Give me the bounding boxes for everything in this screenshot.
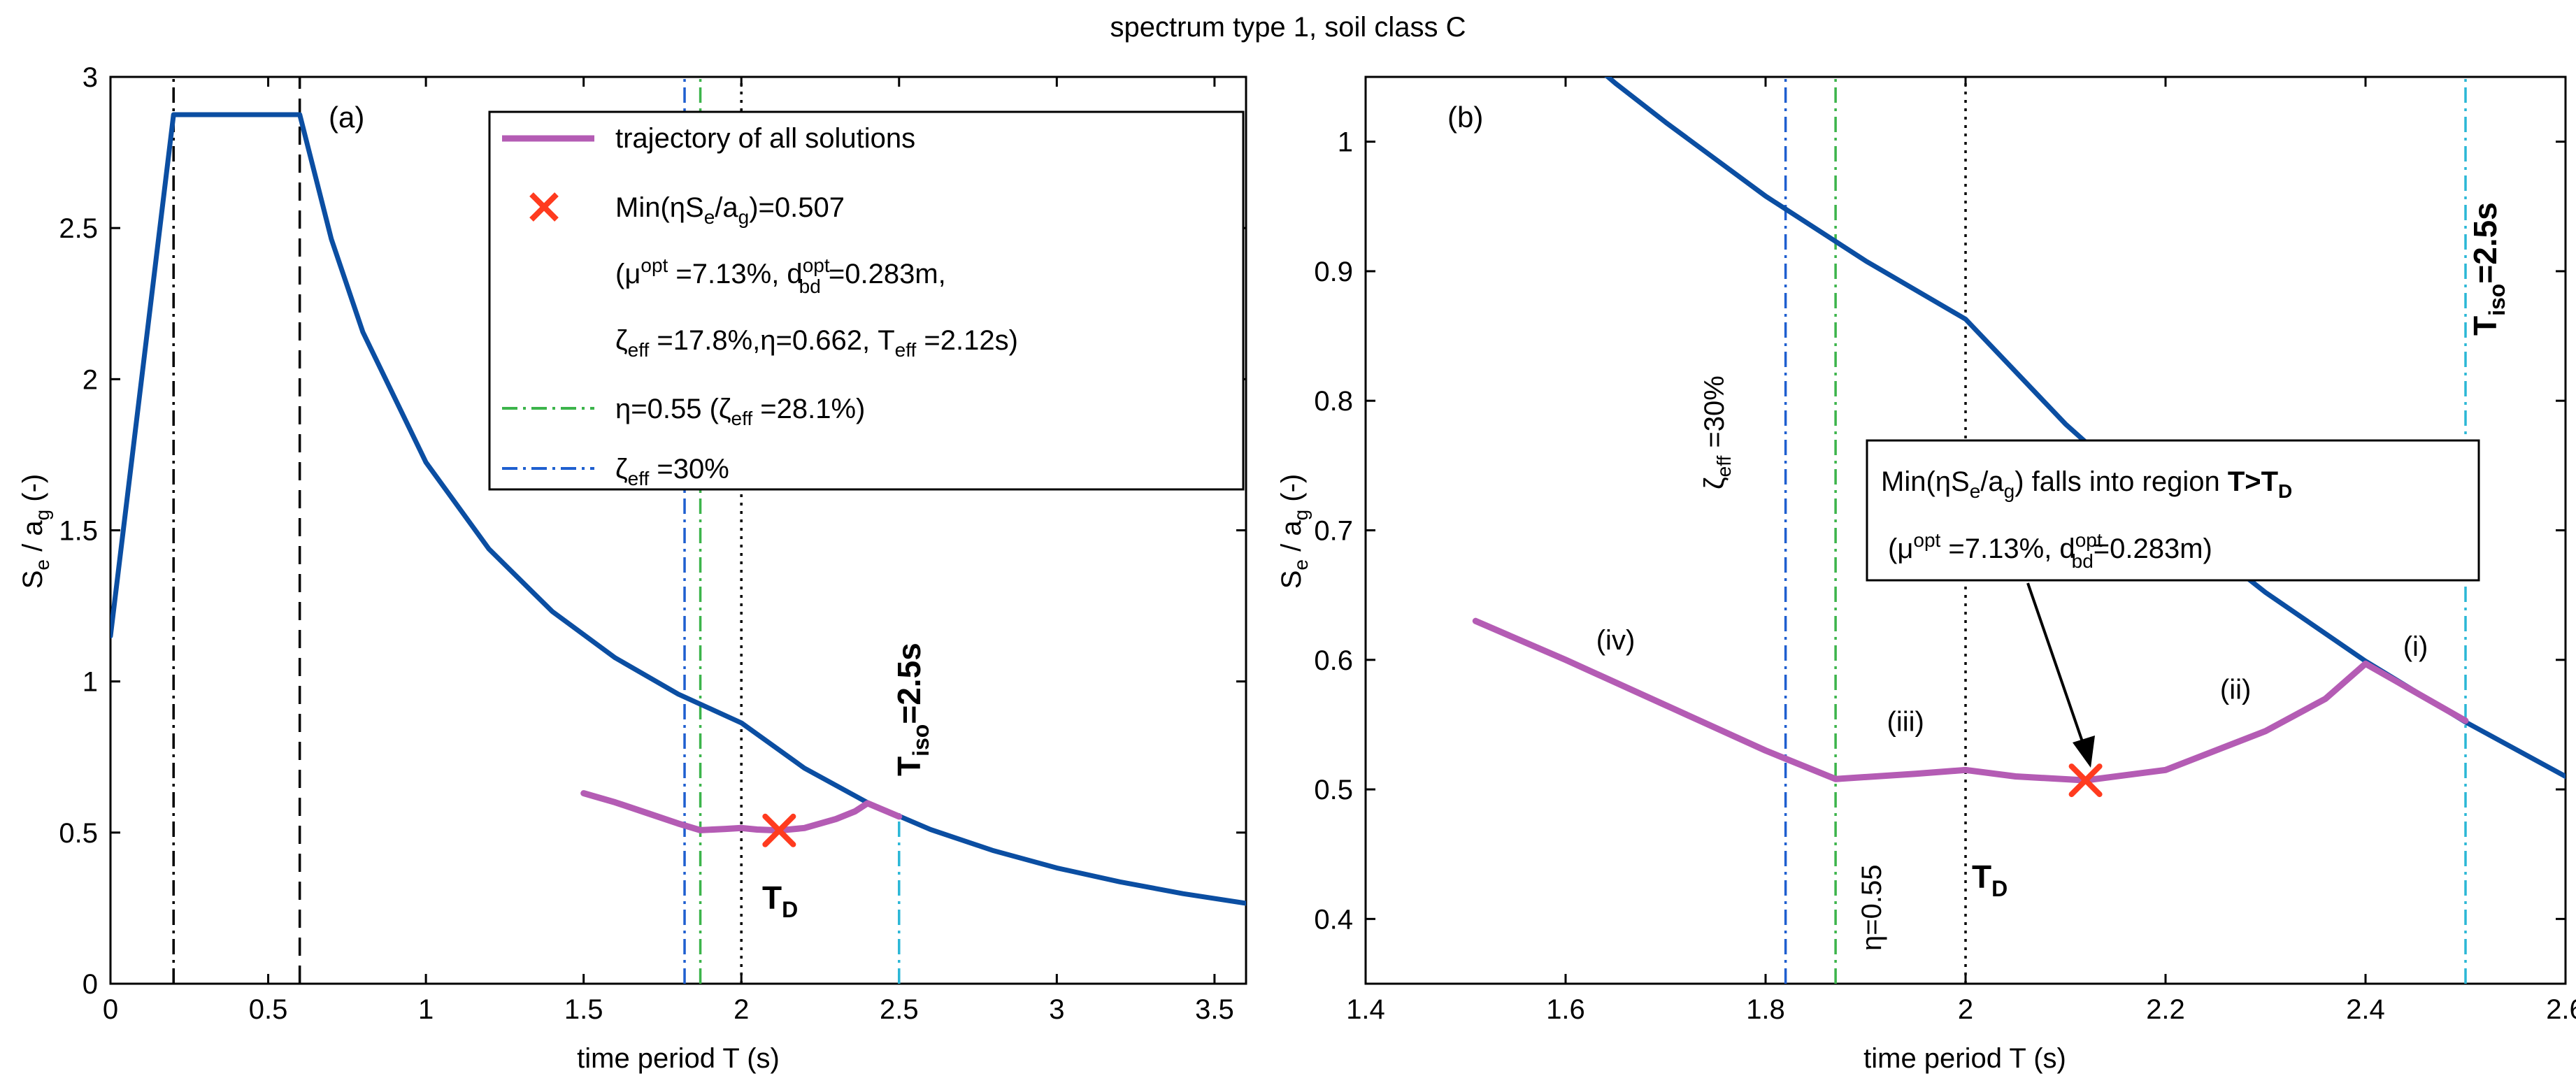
panel-a-ytick-label: 0.5 bbox=[59, 818, 98, 849]
legend-min-detail-2: ζeff =17.8%,η=0.662, Teff =2.12s) bbox=[615, 325, 1018, 361]
panel-a-min-marker bbox=[762, 813, 796, 847]
panel-b-xtick-label: 2.6 bbox=[2546, 994, 2576, 1025]
panel-a-ytick-label: 1.5 bbox=[59, 516, 98, 547]
panel-b-xtick-label: 2.2 bbox=[2146, 994, 2185, 1025]
panel-a-legend: trajectory of all solutions Min(ηSe/ag)=… bbox=[488, 110, 1245, 491]
panel-b-ytick-label: 0.5 bbox=[1314, 775, 1353, 805]
panel-b-xlabel: time period T (s) bbox=[1863, 1043, 2066, 1074]
callout-arrow-shaft bbox=[2026, 582, 2087, 752]
panel-b-ytick-label: 0.8 bbox=[1314, 386, 1353, 417]
callout-box bbox=[1866, 439, 2480, 582]
panel-b-region-label: (iv) bbox=[1596, 625, 1636, 656]
panel-a-series-spectrum bbox=[110, 112, 1246, 906]
legend-min-label: Min(ηSe/ag)=0.507 bbox=[615, 192, 845, 228]
panel-a-ytick-label: 2.5 bbox=[59, 213, 98, 244]
panel-a-series-trajectory bbox=[580, 790, 903, 834]
suptitle: spectrum type 1, soil class C bbox=[1110, 12, 1466, 43]
panel-b-xtick-label: 2.4 bbox=[2346, 994, 2385, 1025]
panel-a-ytick-label: 3 bbox=[83, 62, 98, 93]
panel-b-ytick-label: 0.9 bbox=[1314, 257, 1353, 287]
panel-b: 1.4 1.6 1.8 2 2.2 2.4 2.6 0.4 0.5 0.6 0.7 0.8 0.9 1 (… bbox=[1276, 76, 2576, 1074]
legend-box bbox=[488, 110, 1245, 491]
legend-zeta-label: ζeff =30% bbox=[615, 454, 729, 489]
panel-a-xtick-label: 2 bbox=[734, 994, 749, 1025]
panel-b-tiso-label: Tiso=2.5s bbox=[2467, 202, 2510, 336]
legend-marker-swatch bbox=[529, 192, 559, 222]
panel-b-xtick-label: 2 bbox=[1958, 994, 1973, 1025]
panel-a-ytick-label: 1 bbox=[83, 667, 98, 698]
panel-b-eta-label: η=0.55 bbox=[1856, 865, 1887, 951]
panel-a-xlabel: time period T (s) bbox=[577, 1043, 780, 1074]
panel-b-xtick-label: 1.8 bbox=[1746, 994, 1785, 1025]
panel-b-ytick-label: 0.4 bbox=[1314, 904, 1353, 935]
panel-a-ytick-label: 2 bbox=[83, 364, 98, 395]
panel-b-min-marker bbox=[2068, 763, 2103, 798]
callout-line-2: (μopt =7.13%, dopt bd=0.283m) bbox=[1888, 529, 2212, 572]
panel-b-ytick-label: 0.7 bbox=[1314, 516, 1353, 547]
panel-b-xtick-label: 1.6 bbox=[1546, 994, 1585, 1025]
panel-b-series-trajectory bbox=[1472, 617, 2469, 784]
panel-a-xtick-label: 3 bbox=[1049, 994, 1064, 1025]
callout-line-1: Min(ηSe/ag) falls into region T>TD bbox=[1881, 466, 2292, 502]
panel-b-ytick-label: 0.6 bbox=[1314, 645, 1353, 676]
panel-b-callout: Min(ηSe/ag) falls into region T>TD (μopt… bbox=[1866, 439, 2480, 768]
panel-a-xtick-label: 1.5 bbox=[564, 994, 603, 1025]
panel-a-xtick-label: 2.5 bbox=[880, 994, 919, 1025]
panel-b-xtick-label: 1.4 bbox=[1346, 994, 1385, 1025]
legend-eta-label: η=0.55 (ζeff =28.1%) bbox=[615, 394, 865, 429]
panel-a-label: (a) bbox=[329, 101, 364, 134]
legend-trajectory-label: trajectory of all solutions bbox=[615, 123, 915, 154]
panel-a-ylabel: Se / ag (-) bbox=[17, 474, 53, 589]
panel-a-xtick-label: 1 bbox=[418, 994, 434, 1025]
panel-b-zeta-label: ζeff =30% bbox=[1699, 375, 1735, 489]
panel-b-td-label: TD bbox=[1972, 859, 2008, 901]
panel-b-ylabel: Se / ag (-) bbox=[1276, 474, 1312, 589]
panel-b-region-label: (iii) bbox=[1887, 707, 1924, 738]
panel-b-region-label: (i) bbox=[2403, 631, 2428, 662]
panel-a-ytick-label: 0 bbox=[83, 969, 98, 1000]
panel-b-label: (b) bbox=[1447, 101, 1483, 134]
panel-a-xtick-label: 0 bbox=[103, 994, 118, 1025]
panel-b-region-label: (ii) bbox=[2220, 674, 2251, 705]
panel-a-td-label: TD bbox=[762, 880, 798, 922]
legend-min-detail-1: (μopt =7.13%, dopt bd =0.283m, bbox=[615, 254, 946, 297]
panel-a-xtick-label: 0.5 bbox=[249, 994, 288, 1025]
panel-a-xtick-label: 3.5 bbox=[1195, 994, 1234, 1025]
panel-a-tiso-label: Tiso=2.5s bbox=[891, 643, 933, 776]
callout-arrow-head bbox=[2073, 736, 2095, 768]
panel-a: 0 0.5 1 1.5 2 2.5 3 3.5 0 0.5 1 1.5 2 2.5 3 time perio… bbox=[17, 62, 1247, 1074]
panel-b-ytick-label: 1 bbox=[1338, 127, 1353, 158]
